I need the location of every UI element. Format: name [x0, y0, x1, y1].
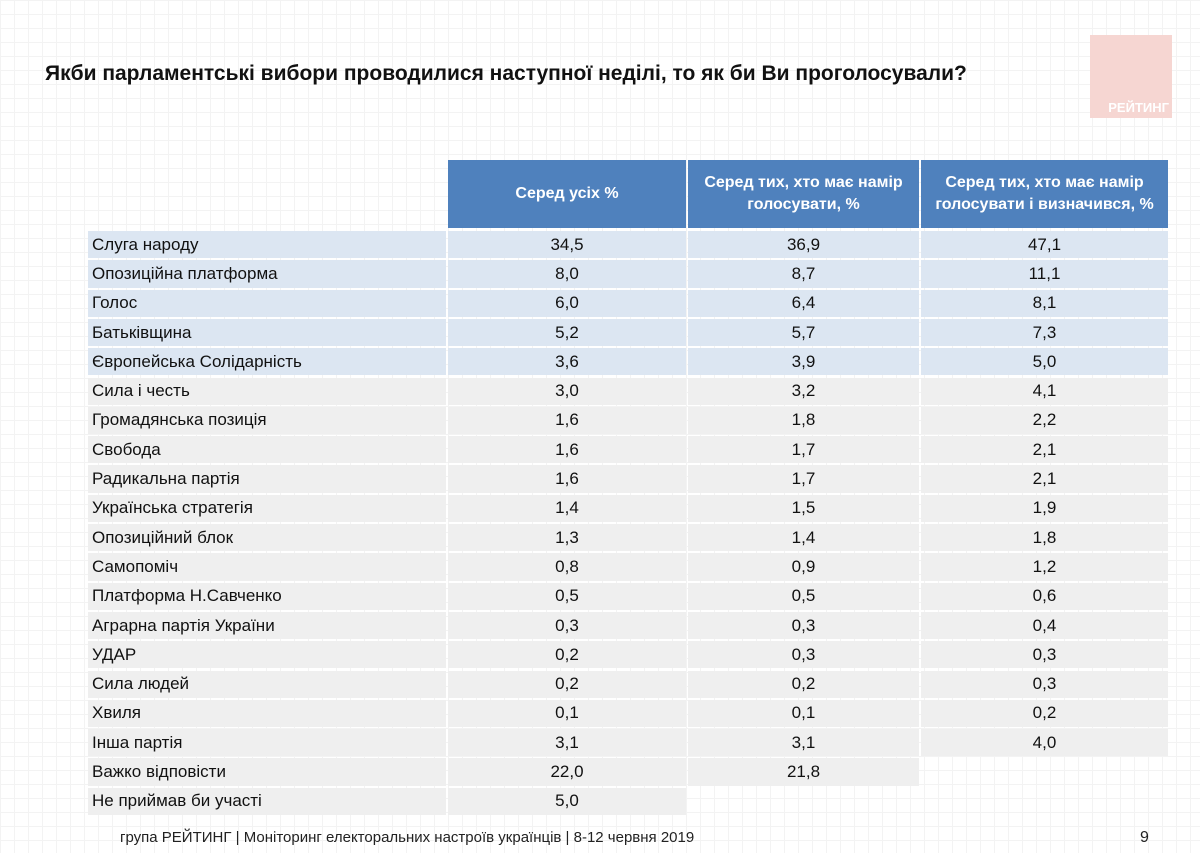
value-cell: 1,8	[688, 406, 919, 435]
value-cell: 1,4	[448, 494, 686, 522]
value-cell: 7,3	[921, 318, 1168, 347]
row-label: Слуга народу	[88, 231, 446, 259]
value-cell: 34,5	[448, 231, 686, 259]
value-cell: 2,1	[921, 465, 1168, 493]
logo: РЕЙТИНГ	[1090, 35, 1172, 118]
column-header: Серед усіх %	[448, 160, 686, 228]
value-cell: 3,0	[448, 377, 686, 405]
value-cell: 0,3	[448, 611, 686, 640]
value-cell: 0,6	[921, 582, 1168, 610]
value-cell: 3,1	[448, 729, 686, 757]
row-label: Інша партія	[88, 729, 446, 757]
value-cell: 11,1	[921, 260, 1168, 288]
row-label: Європейська Солідарність	[88, 348, 446, 376]
value-cell: 0,5	[448, 582, 686, 610]
page-number: 9	[1140, 829, 1149, 846]
row-label: Сила і честь	[88, 377, 446, 405]
value-cell: 1,3	[448, 524, 686, 552]
value-cell: 1,7	[688, 436, 919, 464]
row-label: УДАР	[88, 641, 446, 669]
row-label: Важко відповісти	[88, 758, 446, 786]
value-cell: 0,2	[448, 641, 686, 669]
row-label: Опозиційна платформа	[88, 260, 446, 288]
value-cell	[921, 758, 1168, 785]
value-cell: 8,1	[921, 289, 1168, 317]
value-cell: 3,9	[688, 348, 919, 376]
value-cell: 5,0	[448, 787, 686, 815]
value-cell: 3,6	[448, 348, 686, 376]
value-cell: 1,6	[448, 406, 686, 435]
column-header: Серед тих, хто має намір голосувати, %	[688, 160, 919, 228]
row-label: Хвиля	[88, 699, 446, 728]
value-cell: 36,9	[688, 231, 919, 259]
value-cell: 2,2	[921, 406, 1168, 435]
value-cell: 0,1	[448, 699, 686, 728]
row-label: Українська стратегія	[88, 494, 446, 522]
row-label: Платформа Н.Савченко	[88, 582, 446, 610]
value-cell: 2,1	[921, 436, 1168, 464]
value-cell: 0,2	[921, 699, 1168, 728]
row-label: Не приймав би участі	[88, 787, 446, 815]
logo-text: РЕЙТИНГ	[1108, 100, 1169, 115]
value-cell: 0,2	[448, 670, 686, 698]
value-cell: 1,5	[688, 494, 919, 522]
value-cell: 0,1	[688, 699, 919, 728]
value-cell: 3,2	[688, 377, 919, 405]
value-cell: 22,0	[448, 758, 686, 786]
value-cell: 1,2	[921, 553, 1168, 581]
row-label: Сила людей	[88, 670, 446, 698]
value-cell: 4,0	[921, 729, 1168, 757]
value-cell: 0,3	[921, 670, 1168, 698]
value-cell: 0,9	[688, 553, 919, 581]
column-header: Серед тих, хто має намір голосувати і ви…	[921, 160, 1168, 228]
footer: група РЕЙТИНГ | Моніторинг електоральних…	[120, 829, 695, 846]
row-label: Батьківщина	[88, 318, 446, 347]
value-cell: 0,3	[688, 611, 919, 640]
value-cell: 0,5	[688, 582, 919, 610]
value-cell	[688, 788, 919, 815]
value-cell: 5,2	[448, 318, 686, 347]
value-cell: 8,7	[688, 260, 919, 288]
value-cell: 1,8	[921, 524, 1168, 552]
value-cell: 0,3	[688, 641, 919, 669]
value-cell: 0,2	[688, 670, 919, 698]
row-label: Аграрна партія України	[88, 611, 446, 640]
row-label: Громадянська позиція	[88, 406, 446, 435]
value-cell: 6,4	[688, 289, 919, 317]
row-label: Голос	[88, 289, 446, 317]
row-label: Опозиційний блок	[88, 524, 446, 552]
value-cell: 0,3	[921, 641, 1168, 669]
value-cell: 0,8	[448, 553, 686, 581]
value-cell: 5,7	[688, 318, 919, 347]
row-label: Свобода	[88, 436, 446, 464]
value-cell	[921, 788, 1168, 815]
value-cell: 1,6	[448, 436, 686, 464]
row-label: Радикальна партія	[88, 465, 446, 493]
value-cell: 0,4	[921, 611, 1168, 640]
value-cell: 1,4	[688, 524, 919, 552]
value-cell: 6,0	[448, 289, 686, 317]
value-cell: 1,7	[688, 465, 919, 493]
title: Якби парламентські вибори проводилися на…	[45, 62, 967, 85]
value-cell: 21,8	[688, 758, 919, 786]
value-cell: 1,6	[448, 465, 686, 493]
value-cell: 47,1	[921, 231, 1168, 259]
value-cell: 5,0	[921, 348, 1168, 376]
value-cell: 3,1	[688, 729, 919, 757]
value-cell: 4,1	[921, 377, 1168, 405]
value-cell: 8,0	[448, 260, 686, 288]
value-cell: 1,9	[921, 494, 1168, 522]
row-label: Самопоміч	[88, 553, 446, 581]
